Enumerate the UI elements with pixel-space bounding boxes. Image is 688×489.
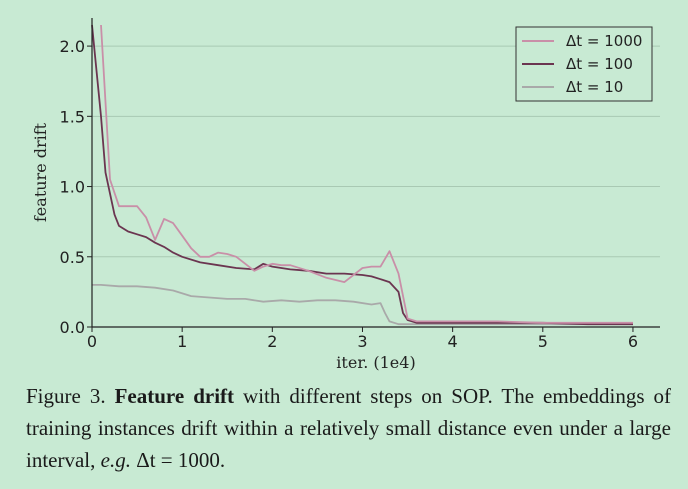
legend-label: Δt = 10 — [566, 78, 623, 96]
axes — [91, 18, 660, 328]
caption-bold-title: Feature drift — [114, 384, 235, 408]
caption-text: with different steps on SOP. The embeddi… — [26, 384, 672, 472]
x-axis-label: iter. (1e4) — [336, 353, 415, 372]
x-tick-label: 6 — [628, 332, 638, 351]
tick-labels: 0 1 2 3 4 5 6 0.0 0.5 1.0 1.5 2.0 — [60, 37, 638, 351]
y-tick-label: 1.5 — [60, 107, 85, 126]
y-tick-label: 0.0 — [60, 318, 85, 337]
x-tick-label: 2 — [267, 332, 277, 351]
series-lines — [91, 24, 633, 326]
y-tick-label: 0.5 — [60, 248, 85, 267]
figure-caption: Figure 3. Feature drift with different s… — [26, 380, 671, 476]
caption-math: Δt = 1000. — [130, 448, 226, 472]
series-line — [92, 283, 633, 326]
x-tick-label: 3 — [357, 332, 367, 351]
y-tick-label: 2.0 — [60, 37, 85, 56]
x-tick-label: 0 — [87, 332, 97, 351]
caption-figure-label: Figure 3. — [26, 384, 106, 408]
legend: Δt = 1000 Δt = 100 Δt = 10 — [515, 26, 653, 102]
x-tick-label: 1 — [177, 332, 187, 351]
series-line — [100, 24, 633, 324]
x-tick-label: 4 — [448, 332, 458, 351]
feature-drift-chart: 0 1 2 3 4 5 6 0.0 0.5 1.0 1.5 2.0 iter. (1e4) featu… — [31, 18, 660, 372]
y-tick-label: 1.0 — [60, 178, 85, 197]
caption-eg: e.g. — [100, 448, 131, 472]
legend-label: Δt = 100 — [566, 55, 633, 73]
legend-label: Δt = 1000 — [566, 32, 642, 50]
x-tick-label: 5 — [538, 332, 548, 351]
chart-canvas: 0 1 2 3 4 5 6 0.0 0.5 1.0 1.5 2.0 iter. (1e4) featu… — [31, 18, 660, 372]
y-axis-label: feature drift — [31, 122, 50, 222]
